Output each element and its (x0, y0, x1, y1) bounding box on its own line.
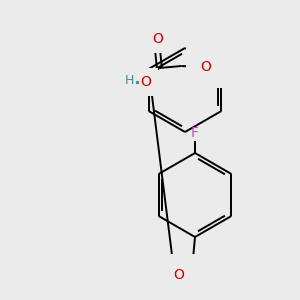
Text: O: O (152, 32, 163, 46)
Text: O: O (174, 268, 184, 282)
Text: F: F (191, 126, 199, 140)
Text: O: O (200, 60, 211, 74)
Text: H: H (125, 74, 134, 88)
Text: O: O (140, 75, 151, 89)
